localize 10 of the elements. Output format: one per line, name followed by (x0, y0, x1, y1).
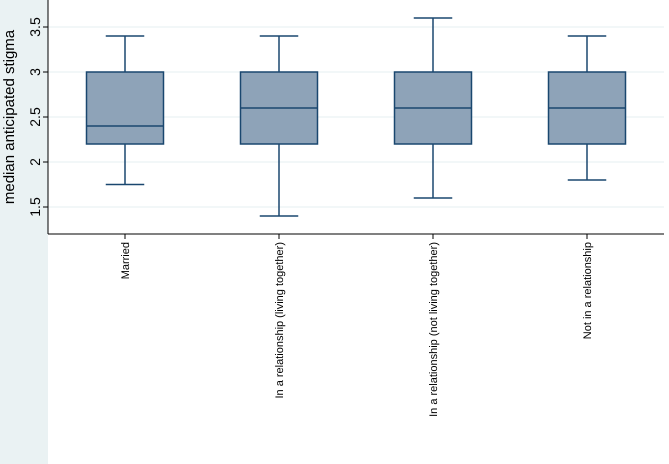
y-axis-title: median anticipated stigma (1, 29, 18, 204)
x-tick-label: Married (120, 242, 132, 280)
y-tick-label: 2 (27, 158, 43, 166)
y-tick-label: 1.5 (27, 197, 43, 217)
x-tick-label: In a relationship (living together) (274, 242, 286, 399)
y-tick-label: 2.5 (27, 107, 43, 127)
y-tick-label: 3 (27, 68, 43, 76)
y-tick-label: 3.5 (27, 17, 43, 37)
x-tick-label: Not in a relationship (582, 242, 594, 340)
x-tick-label: In a relationship (not living together) (428, 242, 440, 417)
